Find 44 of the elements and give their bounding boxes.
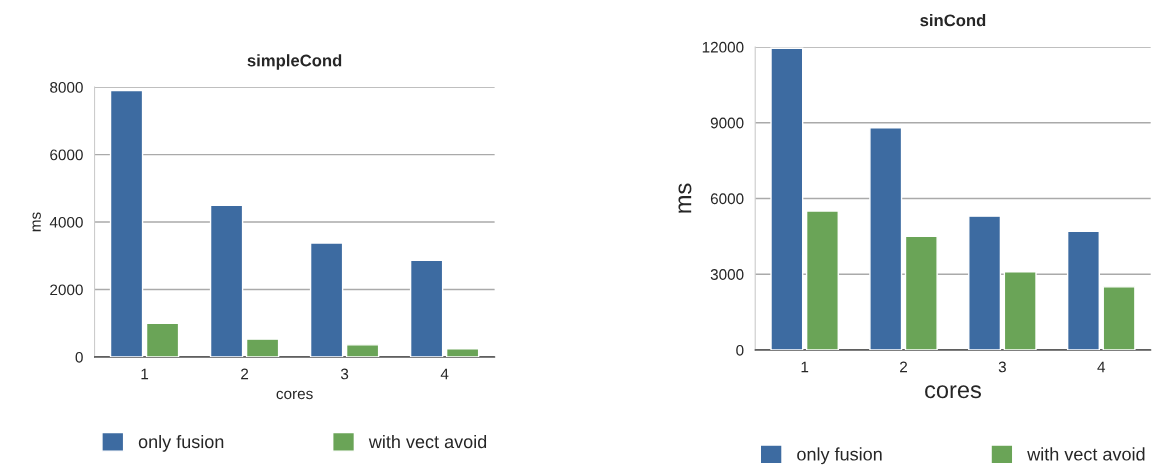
bar [109, 89, 144, 358]
bar [445, 348, 480, 358]
x-tick-label: 3 [998, 361, 1006, 373]
bar [869, 127, 903, 351]
y-tick-label: 8000 [50, 81, 83, 93]
y-tick-label: 3000 [710, 269, 744, 280]
y-axis-title: ms [32, 212, 41, 232]
bar [145, 322, 180, 358]
bar [1003, 271, 1037, 351]
bar [345, 344, 380, 358]
x-axis-title: cores [925, 385, 981, 399]
x-tick-label: 1 [801, 361, 809, 373]
x-tick-label: 1 [141, 368, 149, 380]
y-tick-label: 6000 [50, 149, 83, 161]
x-tick-label: 2 [241, 368, 249, 380]
legend-label: with vect avoid [368, 434, 487, 449]
bar [1102, 286, 1136, 351]
bar [209, 204, 244, 358]
x-tick-label: 2 [900, 361, 907, 373]
x-tick-label: 4 [1097, 361, 1106, 373]
bar [245, 338, 280, 358]
bar [805, 210, 839, 351]
bar [904, 235, 938, 351]
chart-title: simpleCond [247, 54, 342, 70]
bar [968, 215, 1002, 351]
y-tick-label: 9000 [710, 117, 744, 129]
bar [770, 47, 804, 351]
y-axis-title: ms [678, 183, 692, 213]
bar [1066, 230, 1100, 351]
x-tick-label: 4 [440, 368, 449, 380]
y-tick-label: 4000 [49, 216, 83, 228]
x-tick-label: 3 [340, 368, 349, 380]
y-tick-label: 0 [736, 344, 744, 356]
legend-label: only fusion [138, 434, 224, 452]
x-axis-title: cores [276, 390, 313, 400]
legend-label: with vect avoid [1027, 447, 1145, 461]
chart-title: sinCond [920, 14, 986, 27]
bar [309, 242, 344, 358]
bar [409, 259, 444, 358]
y-tick-label: 2000 [50, 284, 83, 296]
legend-label: only fusion [797, 447, 882, 465]
y-tick-label: 12000 [702, 41, 744, 53]
y-tick-label: 6000 [710, 193, 744, 205]
y-tick-label: 0 [75, 351, 83, 363]
